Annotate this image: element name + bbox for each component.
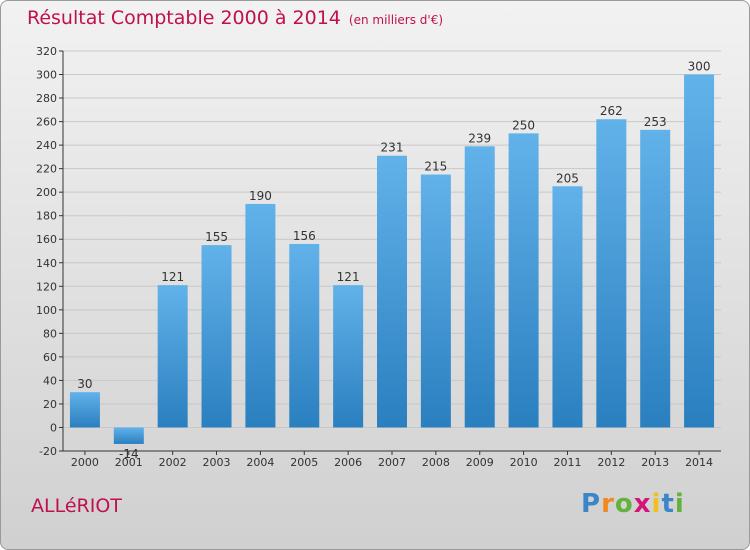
y-tick-label: 120 — [36, 280, 57, 293]
y-tick-label: 60 — [43, 351, 57, 364]
y-tick-label: 300 — [36, 69, 57, 82]
logo-letter: i — [674, 489, 685, 519]
y-tick-label: 140 — [36, 257, 57, 270]
y-tick-label: 260 — [36, 116, 57, 129]
logo-letter: i — [651, 489, 662, 519]
data-label: 156 — [293, 229, 316, 243]
data-label: 250 — [512, 118, 535, 132]
x-tick-label: 2000 — [71, 456, 99, 469]
y-tick-label: 100 — [36, 304, 57, 317]
chart-subtitle: (en milliers d'€) — [348, 13, 444, 27]
data-label: 239 — [468, 131, 491, 145]
data-label: 190 — [249, 189, 272, 203]
x-tick-label: 2011 — [553, 456, 581, 469]
bar — [684, 74, 715, 428]
x-tick-label: 2008 — [422, 456, 450, 469]
y-tick-label: 180 — [36, 210, 57, 223]
chart-title: Résultat Comptable 2000 à 2014 (en millie… — [27, 7, 443, 29]
x-tick-label: 2001 — [115, 456, 143, 469]
bar — [333, 285, 364, 428]
data-label: 121 — [161, 270, 184, 284]
x-tick-label: 2014 — [685, 456, 713, 469]
bar — [245, 203, 276, 428]
bar — [201, 245, 232, 428]
bar — [596, 119, 627, 428]
y-tick-label: 40 — [43, 374, 57, 387]
x-tick-label: 2003 — [203, 456, 231, 469]
x-tick-label: 2004 — [246, 456, 274, 469]
x-tick-label: 2013 — [641, 456, 669, 469]
x-tick-label: 2002 — [159, 456, 187, 469]
bar — [69, 392, 100, 428]
logo-letter: x — [633, 489, 652, 519]
y-tick-label: 320 — [36, 45, 57, 58]
x-tick-label: 2007 — [378, 456, 406, 469]
bar — [377, 155, 407, 428]
bar — [420, 174, 451, 428]
logo-letter: o — [614, 489, 634, 519]
bar — [552, 186, 583, 428]
data-label: 231 — [381, 141, 404, 155]
bar — [640, 129, 671, 428]
x-tick-label: 2005 — [290, 456, 318, 469]
data-label: 300 — [688, 60, 711, 74]
data-label: 205 — [556, 171, 579, 185]
logo-letter: r — [601, 489, 615, 519]
y-tick-label: 80 — [43, 327, 57, 340]
y-tick-label: 240 — [36, 139, 57, 152]
y-tick-label: 200 — [36, 186, 57, 199]
x-tick-label: 2012 — [597, 456, 625, 469]
y-tick-label: -20 — [39, 445, 57, 458]
chart-title-text: Résultat Comptable 2000 à 2014 — [27, 7, 341, 29]
data-label: 30 — [77, 377, 92, 391]
bar — [113, 427, 144, 444]
x-tick-label: 2009 — [466, 456, 494, 469]
y-tick-label: 20 — [43, 398, 57, 411]
x-tick-label: 2006 — [334, 456, 362, 469]
y-tick-label: 280 — [36, 92, 57, 105]
bar — [157, 285, 188, 428]
bar — [508, 133, 539, 428]
data-label: 155 — [205, 230, 228, 244]
data-label: 262 — [600, 104, 623, 118]
y-tick-label: 160 — [36, 233, 57, 246]
commune-name: ALLéRIOT — [31, 495, 122, 517]
logo-letter: P — [581, 489, 602, 519]
data-label: 215 — [424, 160, 447, 174]
data-label: 121 — [337, 270, 360, 284]
x-tick-label: 2010 — [510, 456, 538, 469]
proxiti-logo: Proxiti — [581, 489, 685, 519]
y-tick-label: 220 — [36, 163, 57, 176]
logo-letter: t — [661, 489, 675, 519]
y-tick-label: 0 — [50, 421, 57, 434]
bar — [464, 146, 495, 428]
bar — [289, 243, 320, 428]
data-label: 253 — [644, 115, 667, 129]
